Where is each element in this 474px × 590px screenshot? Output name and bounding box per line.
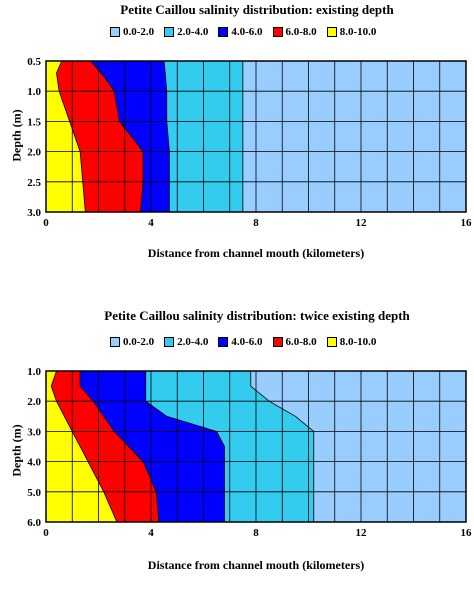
y-tick-label: 2.5: [27, 177, 41, 189]
x-tick-label: 4: [148, 527, 154, 539]
y-tick-label: 6.0: [27, 517, 41, 529]
legend-swatch: [272, 27, 283, 37]
legend-label: 0.0-2.0: [123, 336, 155, 348]
chart-plot: 0.5 1.0 1.5 2.0 2.5 3.00 4 8 12 16: [27, 56, 473, 229]
y-tick-label: 3.0: [27, 426, 41, 438]
chart-twice-existing-depth: Petite Caillou salinity distribution: tw…: [0, 300, 474, 583]
legend-label: 6.0-8.0: [285, 26, 317, 38]
x-axis-label: Distance from channel mouth (kilometers): [147, 558, 365, 572]
legend-swatch: [272, 337, 283, 347]
legend-swatch: [326, 27, 337, 37]
legend-label: 4.0-6.0: [231, 336, 263, 348]
x-tick-label: 4: [148, 217, 154, 229]
y-tick-label: 2.0: [27, 396, 41, 408]
plot-frame: [45, 60, 467, 213]
legend-label: 8.0-10.0: [339, 336, 377, 348]
x-tick-label: 16: [461, 527, 473, 539]
chart-plot: 1.0 2.0 3.0 4.0 5.0 6.00 4 8 12 16: [27, 366, 473, 539]
y-axis-label: Depth (m): [9, 424, 24, 477]
legend-swatch: [164, 27, 175, 37]
y-tick-label: 1.5: [27, 116, 41, 128]
chart-title: Petite Caillou salinity distribution: ex…: [120, 2, 394, 17]
chart-legend: 0.0-2.0 2.0-4.0 4.0-6.0 6.0-8.0 8.0-10.0: [110, 26, 386, 38]
y-tick-label: 1.0: [27, 86, 41, 98]
y-tick-label: 0.5: [27, 56, 41, 68]
legend-swatch: [218, 27, 229, 37]
legend-item: 0.0-2.0: [110, 26, 154, 38]
x-axis-label: Distance from channel mouth (kilometers): [147, 246, 365, 260]
x-tick-label: 8: [253, 217, 259, 229]
x-tick-label: 0: [43, 217, 49, 229]
legend-swatch: [110, 27, 120, 37]
plot-frame: [45, 370, 467, 523]
legend-label: 8.0-10.0: [339, 26, 377, 38]
legend-item: 8.0-10.0: [326, 336, 377, 348]
chart-existing-depth: Petite Caillou salinity distribution: ex…: [0, 0, 474, 280]
legend-item: 2.0-4.0: [164, 336, 208, 348]
y-tick-label: 5.0: [27, 487, 41, 499]
x-tick-label: 12: [356, 527, 368, 539]
chart-legend: 0.0-2.0 2.0-4.0 4.0-6.0 6.0-8.0 8.0-10.0: [110, 336, 386, 348]
legend-item: 2.0-4.0: [164, 26, 208, 38]
legend-label: 2.0-4.0: [177, 26, 209, 38]
x-tick-label: 16: [461, 217, 473, 229]
legend-label: 4.0-6.0: [231, 26, 263, 38]
legend-item: 4.0-6.0: [218, 26, 263, 38]
legend-label: 6.0-8.0: [285, 336, 317, 348]
x-tick-label: 0: [43, 527, 49, 539]
legend-label: 2.0-4.0: [177, 336, 209, 348]
legend-swatch: [164, 337, 175, 347]
legend-item: 0.0-2.0: [110, 336, 154, 348]
y-tick-label: 1.0: [27, 366, 41, 378]
legend-item: 8.0-10.0: [326, 26, 377, 38]
legend-label: 0.0-2.0: [123, 26, 155, 38]
legend-item: 6.0-8.0: [272, 26, 317, 38]
legend-swatch: [218, 337, 229, 347]
y-tick-label: 2.0: [27, 147, 41, 159]
y-tick-label: 3.0: [27, 207, 41, 219]
legend-swatch: [326, 337, 337, 347]
chart-title: Petite Caillou salinity distribution: tw…: [104, 308, 410, 323]
x-tick-label: 8: [253, 527, 259, 539]
y-tick-label: 4.0: [27, 457, 41, 469]
legend-item: 4.0-6.0: [218, 336, 263, 348]
y-axis-label: Depth (m): [9, 109, 24, 162]
legend-swatch: [110, 337, 120, 347]
x-tick-label: 12: [356, 217, 368, 229]
legend-item: 6.0-8.0: [272, 336, 317, 348]
